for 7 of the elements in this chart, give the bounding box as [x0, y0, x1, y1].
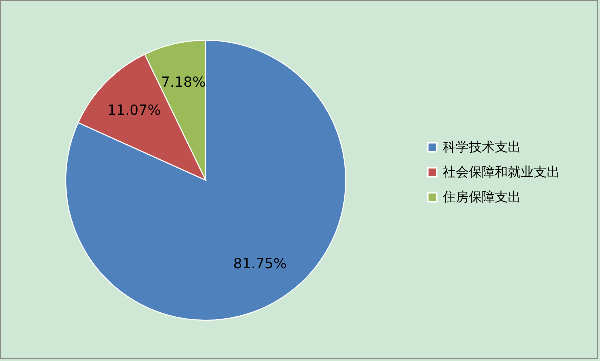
data-label: 11.07% — [108, 102, 162, 119]
data-label: 81.75% — [234, 256, 287, 273]
data-label: 7.18% — [161, 75, 206, 92]
legend-label: 科学技术支出 — [443, 140, 521, 156]
pie-slice — [66, 40, 346, 321]
legend-label: 住房保障支出 — [442, 190, 521, 206]
legend-label: 社会保障和就业支出 — [443, 166, 560, 180]
